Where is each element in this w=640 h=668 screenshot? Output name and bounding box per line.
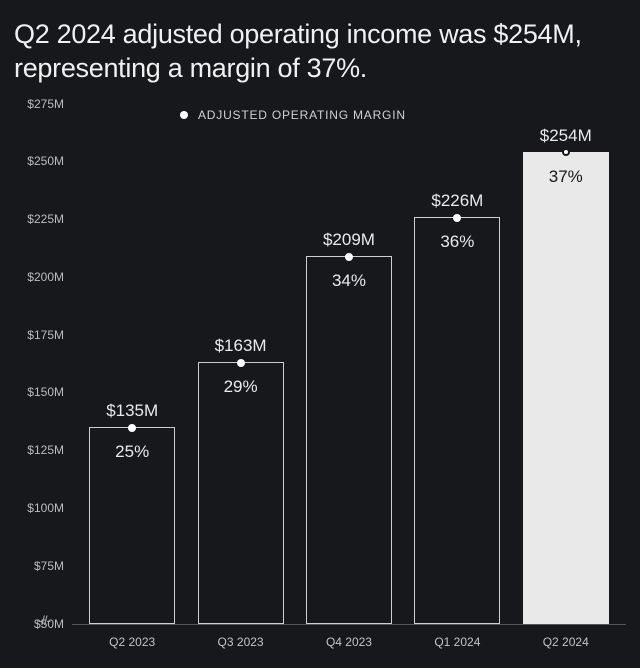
axis-break-icon: -//-	[38, 613, 50, 628]
y-tick-label: $275M	[27, 97, 64, 111]
chart-title: Q2 2024 adjusted operating income was $2…	[14, 18, 626, 86]
x-axis-label: Q2 2023	[86, 635, 178, 664]
y-axis: $275M$250M$225M$200M$175M$150M$125M$100M…	[14, 104, 68, 624]
bar-rect: 37%	[523, 152, 609, 623]
bars-container: $135M 25% $163M 29% $209M 34% $226M 36% $254M 37%	[72, 104, 626, 624]
x-axis-label: Q1 2024	[411, 635, 503, 664]
bar-column: $254M 37%	[520, 126, 612, 623]
bar-value-label: $209M	[323, 230, 375, 250]
y-tick-label: $200M	[27, 270, 64, 284]
margin-dot-icon	[453, 214, 461, 222]
x-axis-label: Q2 2024	[520, 635, 612, 664]
chart: ADJUSTED OPERATING MARGIN $275M$250M$225…	[14, 104, 626, 664]
y-tick-label: $225M	[27, 212, 64, 226]
margin-dot-icon	[345, 253, 353, 261]
margin-label: 29%	[199, 377, 283, 397]
bar-column: $209M 34%	[303, 230, 395, 623]
bar-column: $135M 25%	[86, 401, 178, 623]
bar-value-label: $135M	[106, 401, 158, 421]
bar-column: $163M 29%	[195, 336, 287, 623]
margin-label: 25%	[90, 442, 174, 462]
bar-value-label: $163M	[215, 336, 267, 356]
bar-column: $226M 36%	[411, 191, 503, 624]
plot-area: $135M 25% $163M 29% $209M 34% $226M 36% $254M 37%…	[72, 104, 626, 624]
y-tick-label: $250M	[27, 154, 64, 168]
x-axis-label: Q4 2023	[303, 635, 395, 664]
bar-rect: 34%	[306, 256, 392, 623]
margin-dot-icon	[237, 359, 245, 367]
y-tick-label: $75M	[34, 559, 64, 573]
margin-label: 37%	[524, 167, 608, 187]
bar-rect: 36%	[414, 217, 500, 624]
margin-label: 34%	[307, 271, 391, 291]
bar-rect: 29%	[198, 362, 284, 623]
bar-rect: 25%	[89, 427, 175, 623]
margin-label: 36%	[415, 232, 499, 252]
bar-value-label: $226M	[431, 191, 483, 211]
x-axis: Q2 2023 Q3 2023 Q4 2023 Q1 2024 Q2 2024	[72, 624, 626, 664]
bar-value-label: $254M	[540, 126, 592, 146]
y-tick-label: $100M	[27, 501, 64, 515]
margin-dot-icon	[562, 148, 570, 156]
y-tick-label: $175M	[27, 328, 64, 342]
margin-dot-icon	[128, 424, 136, 432]
x-axis-label: Q3 2023	[195, 635, 287, 664]
y-tick-label: $150M	[27, 385, 64, 399]
y-tick-label: $125M	[27, 443, 64, 457]
